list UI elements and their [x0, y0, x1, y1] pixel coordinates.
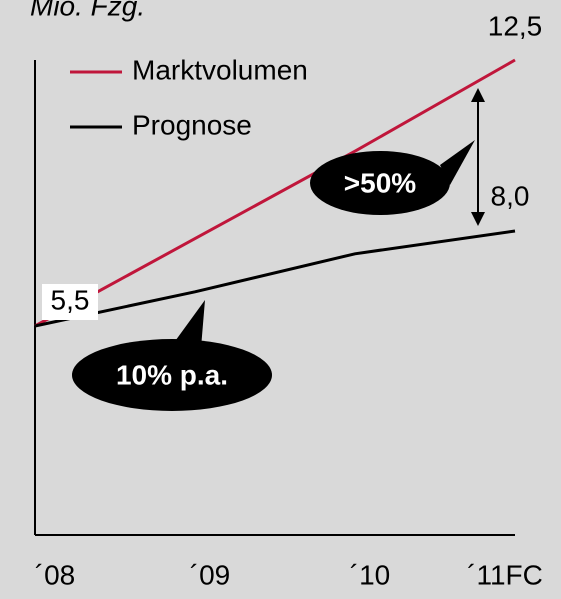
data-label: 5,5 [51, 284, 90, 315]
data-label: 8,0 [491, 180, 530, 211]
callout-pointer [440, 140, 475, 185]
arrow-head [471, 212, 485, 226]
x-tick-label: ´08 [35, 559, 75, 590]
line [34, 229, 516, 328]
legend-label: Marktvolumen [132, 54, 308, 85]
data-label: 12,5 [488, 10, 543, 41]
line [34, 58, 516, 328]
annotation: >50% [344, 167, 416, 198]
x-tick-label: ´11FC [467, 559, 543, 590]
callout [310, 151, 450, 215]
x-tick-label: ´09 [190, 559, 230, 590]
annotation: 10% p.a. [116, 359, 228, 390]
x-tick-label: ´10 [350, 559, 390, 590]
chart-title: Mio. Fzg. [30, 0, 145, 21]
label-bg [42, 284, 98, 320]
callout [72, 339, 272, 411]
arrow-head [471, 88, 485, 102]
legend-label: Prognose [132, 109, 252, 140]
